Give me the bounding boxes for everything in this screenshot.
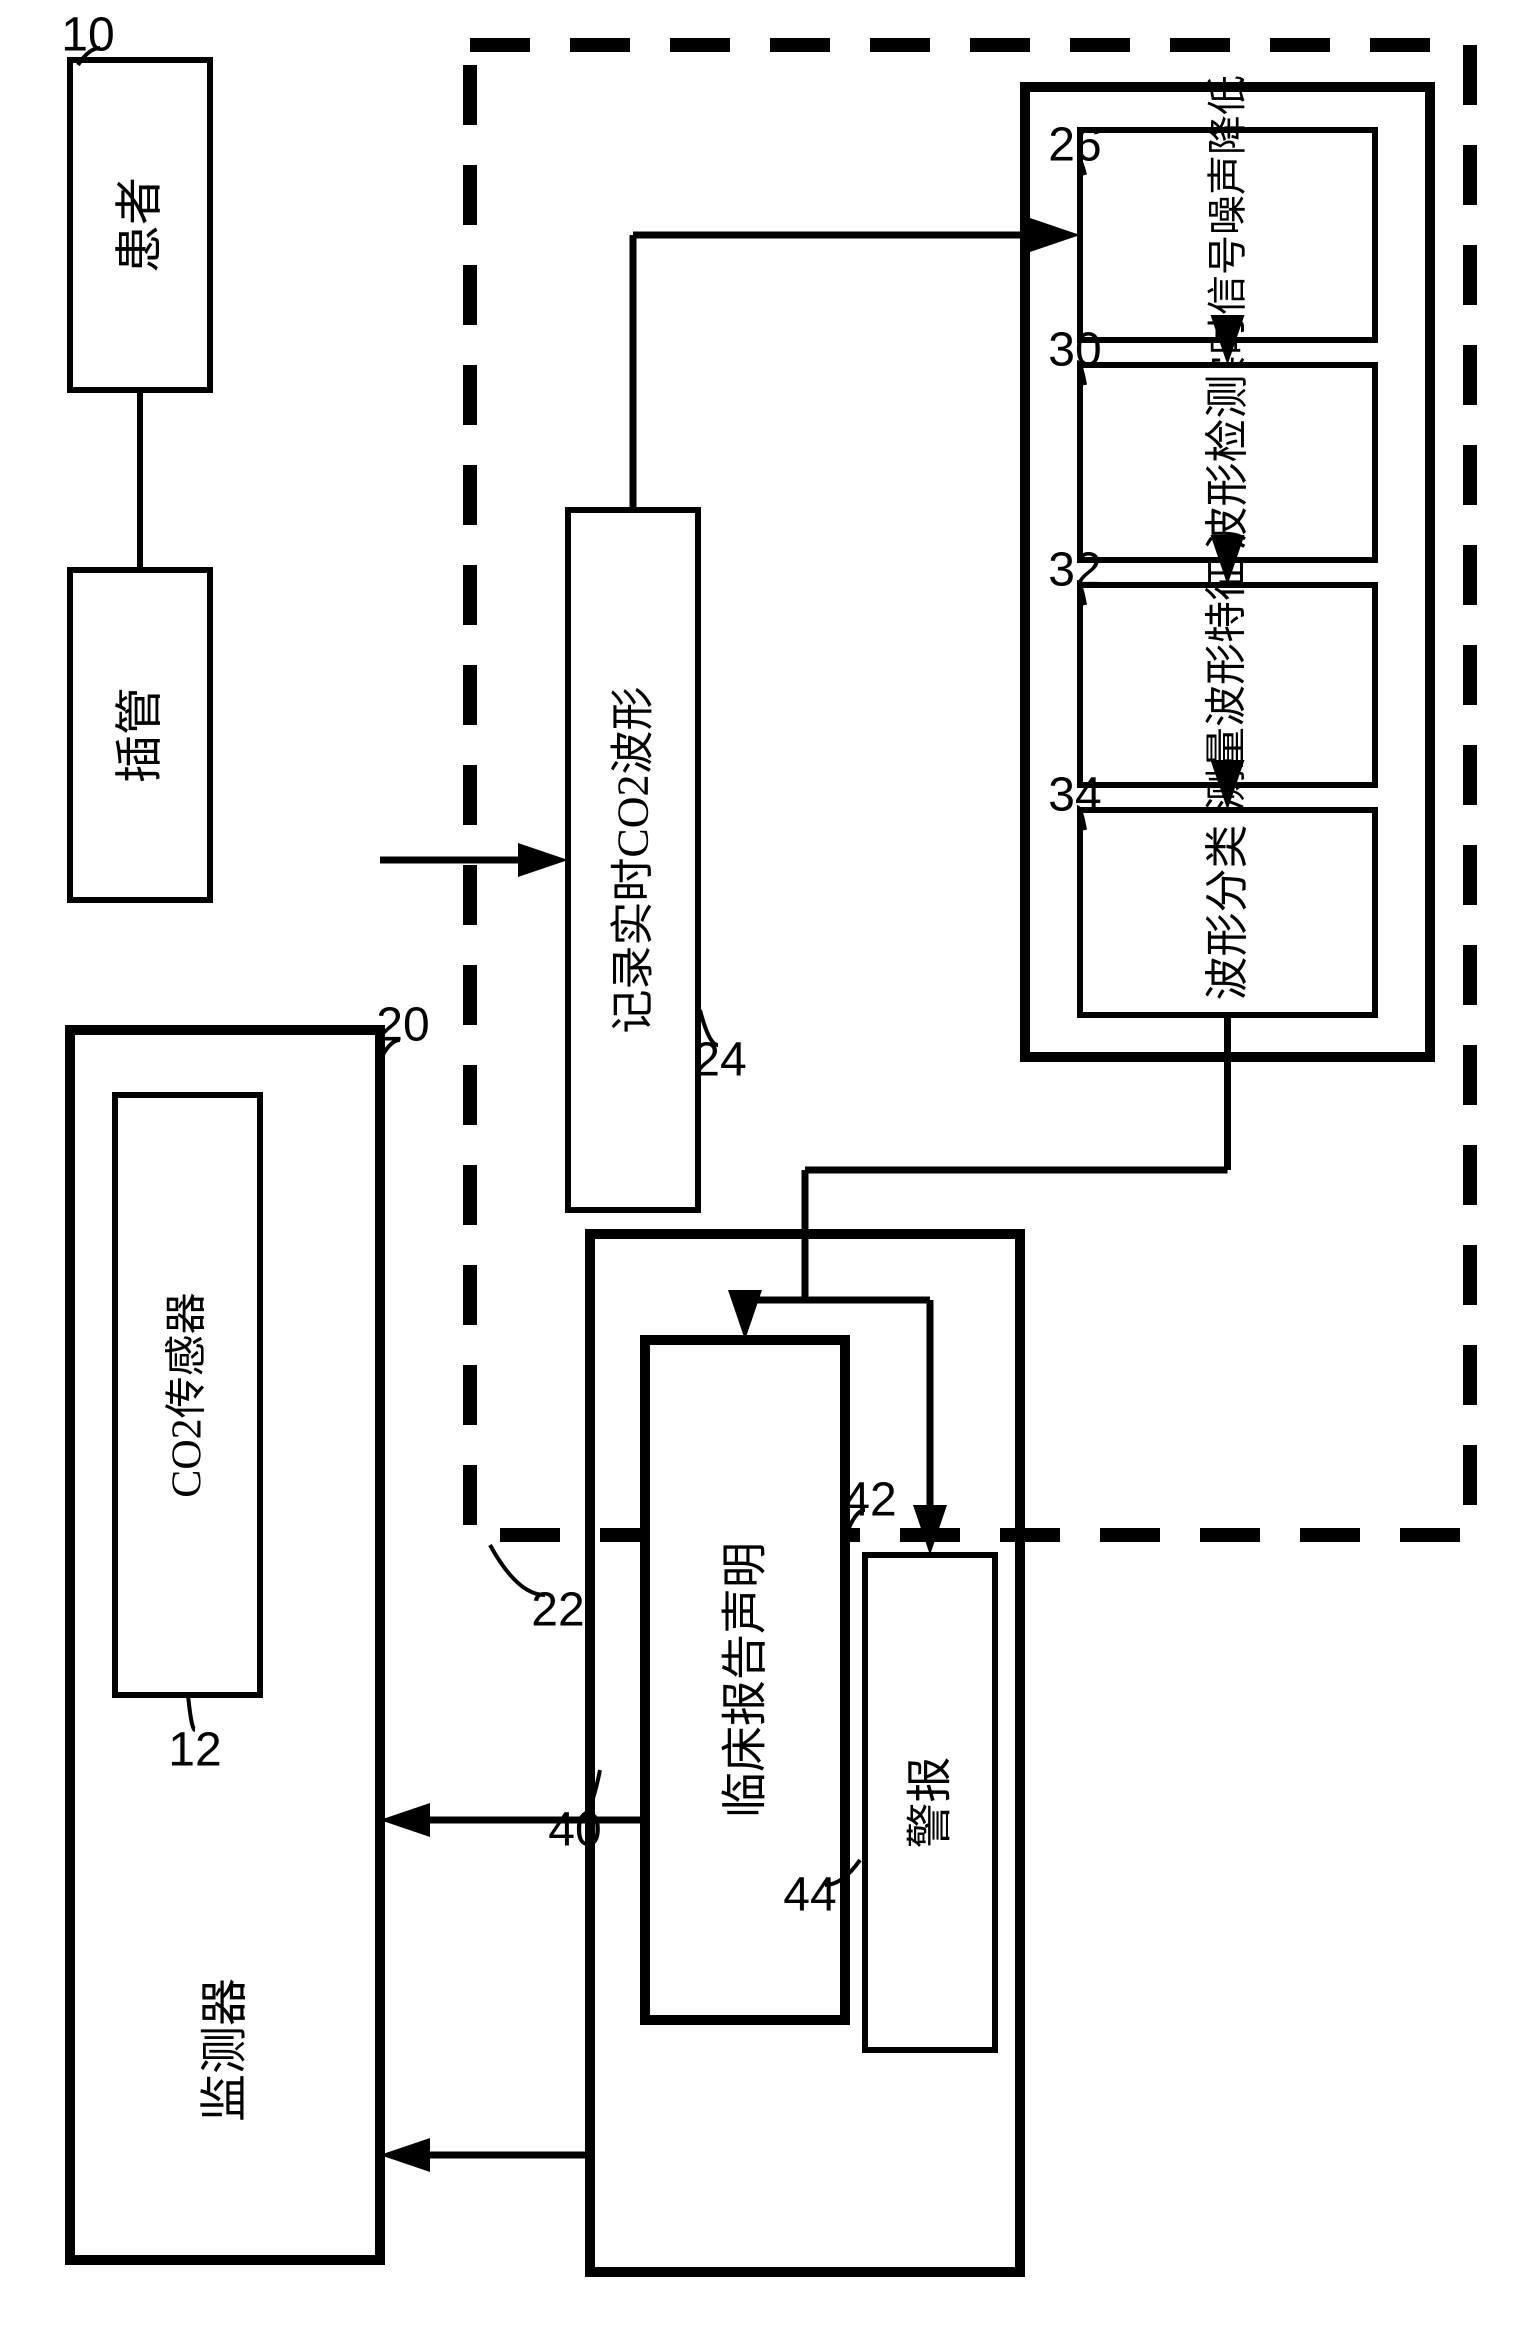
monitor-label: 监测器 <box>199 1978 252 2122</box>
report-label: 临床报告声明 <box>720 1542 771 1818</box>
alarm-label: 警报 <box>905 1757 956 1849</box>
record-label: 记录实时CO2波形 <box>609 686 658 1033</box>
ref-34: 34 <box>1048 769 1101 822</box>
patient-label: 患者 <box>114 177 167 273</box>
ref-44: 44 <box>783 1869 836 1922</box>
ref-24: 24 <box>693 1034 746 1087</box>
ref-20: 20 <box>376 999 429 1052</box>
ref-22: 22 <box>531 1584 584 1637</box>
ref-42: 42 <box>843 1474 896 1527</box>
ref-26: 26 <box>1048 119 1101 172</box>
ref-30: 30 <box>1048 324 1101 377</box>
co2-sensor-label: CO2传感器 <box>165 1292 211 1497</box>
classify-box-label: 波形分类 <box>1203 825 1252 1001</box>
waveform-detect-box-label: 波形检测 <box>1203 375 1252 551</box>
intubation-label: 插管 <box>114 687 167 783</box>
ref-40: 40 <box>548 1804 601 1857</box>
ref-32: 32 <box>1048 544 1101 597</box>
